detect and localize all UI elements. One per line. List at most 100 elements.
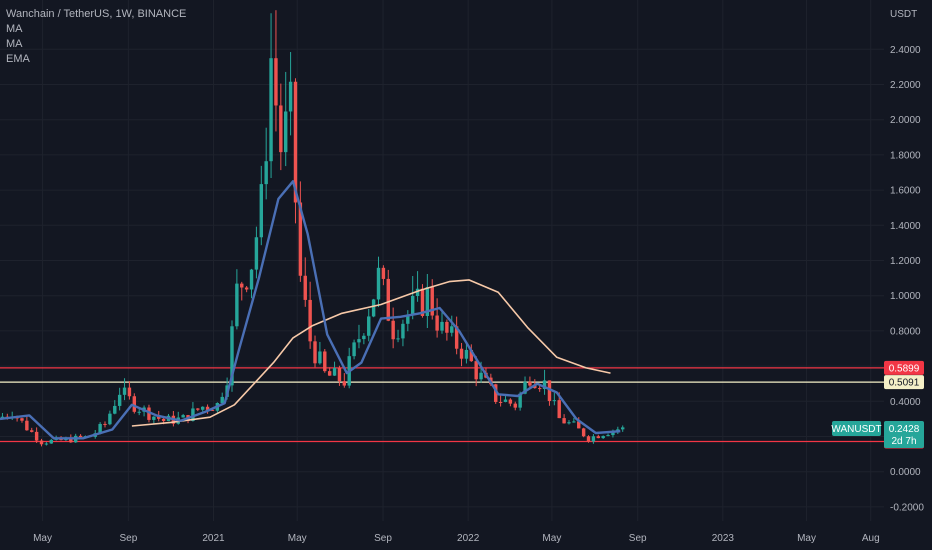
symbol-title[interactable]: Wanchain / TetherUS, 1W, BINANCE [6, 8, 187, 20]
candle-body [581, 428, 586, 437]
candle-body [606, 435, 610, 437]
candle-body [249, 269, 254, 290]
candle-body [122, 387, 127, 395]
candle-body [191, 408, 195, 421]
candle-body [523, 381, 527, 394]
last-price-countdown: 2d 7h [891, 436, 916, 447]
candle-body [235, 283, 239, 327]
candle-body [474, 361, 478, 380]
time-axis-background [0, 521, 932, 550]
candle-body [269, 58, 273, 162]
candle-body [132, 396, 137, 412]
y-tick-label: 1.2000 [890, 256, 921, 267]
candle-body [44, 443, 49, 445]
candle-body [415, 288, 420, 297]
candle-body [244, 287, 249, 290]
candle-body [420, 288, 425, 316]
candle-body [396, 338, 400, 340]
candle-body [342, 381, 347, 386]
candle-body [620, 427, 625, 430]
candle-body [386, 278, 390, 321]
candle-body [503, 399, 508, 402]
candle-body [533, 385, 537, 389]
candle-body [494, 384, 498, 402]
price-badge-label: 0.5091 [889, 378, 920, 389]
candle-body [327, 371, 332, 376]
candle-body [381, 267, 386, 279]
symbol-tag [832, 420, 881, 436]
candle-body [279, 105, 283, 153]
candle-body [410, 296, 415, 315]
candle-body [181, 415, 185, 418]
candle-body [435, 315, 439, 331]
candle-body [362, 335, 366, 340]
indicator-ma-1[interactable]: MA [6, 23, 23, 35]
candle-body [591, 436, 596, 442]
candle-body [152, 416, 156, 420]
candle-body [367, 316, 371, 336]
candle-body [230, 326, 234, 386]
candle-body [205, 406, 210, 410]
candle-body [200, 406, 205, 410]
candle-body [479, 372, 483, 380]
candle-body [562, 418, 566, 424]
candle-body [518, 393, 522, 408]
y-tick-label: -0.2000 [890, 502, 924, 513]
candle-body [601, 436, 605, 439]
candle-body [137, 411, 141, 413]
x-tick-label: May [33, 533, 52, 544]
candle-body [445, 321, 449, 333]
x-tick-label: 2021 [202, 533, 225, 544]
candle-body [303, 275, 307, 300]
x-tick-label: May [542, 533, 561, 544]
candle-body [264, 161, 268, 185]
candle-body [352, 342, 356, 357]
candle-body [513, 403, 517, 408]
x-tick-label: Aug [862, 533, 880, 544]
candle-body [39, 440, 44, 445]
candle-body [528, 381, 532, 386]
x-tick-label: May [797, 533, 816, 544]
candle-body [376, 267, 381, 300]
candle-body [25, 420, 29, 431]
y-tick-label: 2.2000 [890, 80, 921, 91]
candle-body [464, 349, 469, 359]
candle-body [20, 418, 24, 421]
candle-body [78, 435, 83, 438]
candle-body [454, 326, 459, 349]
y-tick-label: 1.0000 [890, 291, 921, 302]
candle-body [274, 58, 278, 106]
candle-body [259, 184, 264, 238]
symbol-tag-label: WANUSDT [831, 424, 881, 435]
price-badge-label: 0.5899 [889, 363, 920, 374]
indicator-ema[interactable]: EMA [6, 53, 30, 65]
time-axis[interactable]: May Sep 2021 May Sep 2022 May Sep 2023 May Aug [0, 521, 932, 550]
candle-body [430, 287, 434, 316]
candle-body [34, 431, 39, 441]
candle-body [572, 421, 576, 423]
candle-body [298, 202, 303, 276]
candle-body [552, 400, 557, 402]
y-tick-label: 1.8000 [890, 150, 921, 161]
y-tick-label: 2.0000 [890, 115, 921, 126]
candle-body [147, 407, 151, 420]
indicator-ma-2[interactable]: MA [6, 38, 23, 50]
candle-body [108, 413, 112, 425]
candle-body [508, 399, 513, 404]
candle-body [332, 368, 337, 376]
candle-body [596, 436, 600, 439]
grid-lines [0, 0, 884, 521]
candle-body [69, 438, 73, 443]
candle-body [459, 348, 464, 359]
y-tick-label: 0.0000 [890, 467, 921, 478]
candle-body [371, 299, 376, 317]
candle-body [537, 388, 542, 390]
candle-body [391, 320, 395, 340]
candle-body [440, 321, 444, 331]
candle-body [117, 394, 122, 406]
candle-body [450, 326, 454, 333]
candle-body [313, 341, 317, 364]
candle-body [220, 396, 224, 404]
